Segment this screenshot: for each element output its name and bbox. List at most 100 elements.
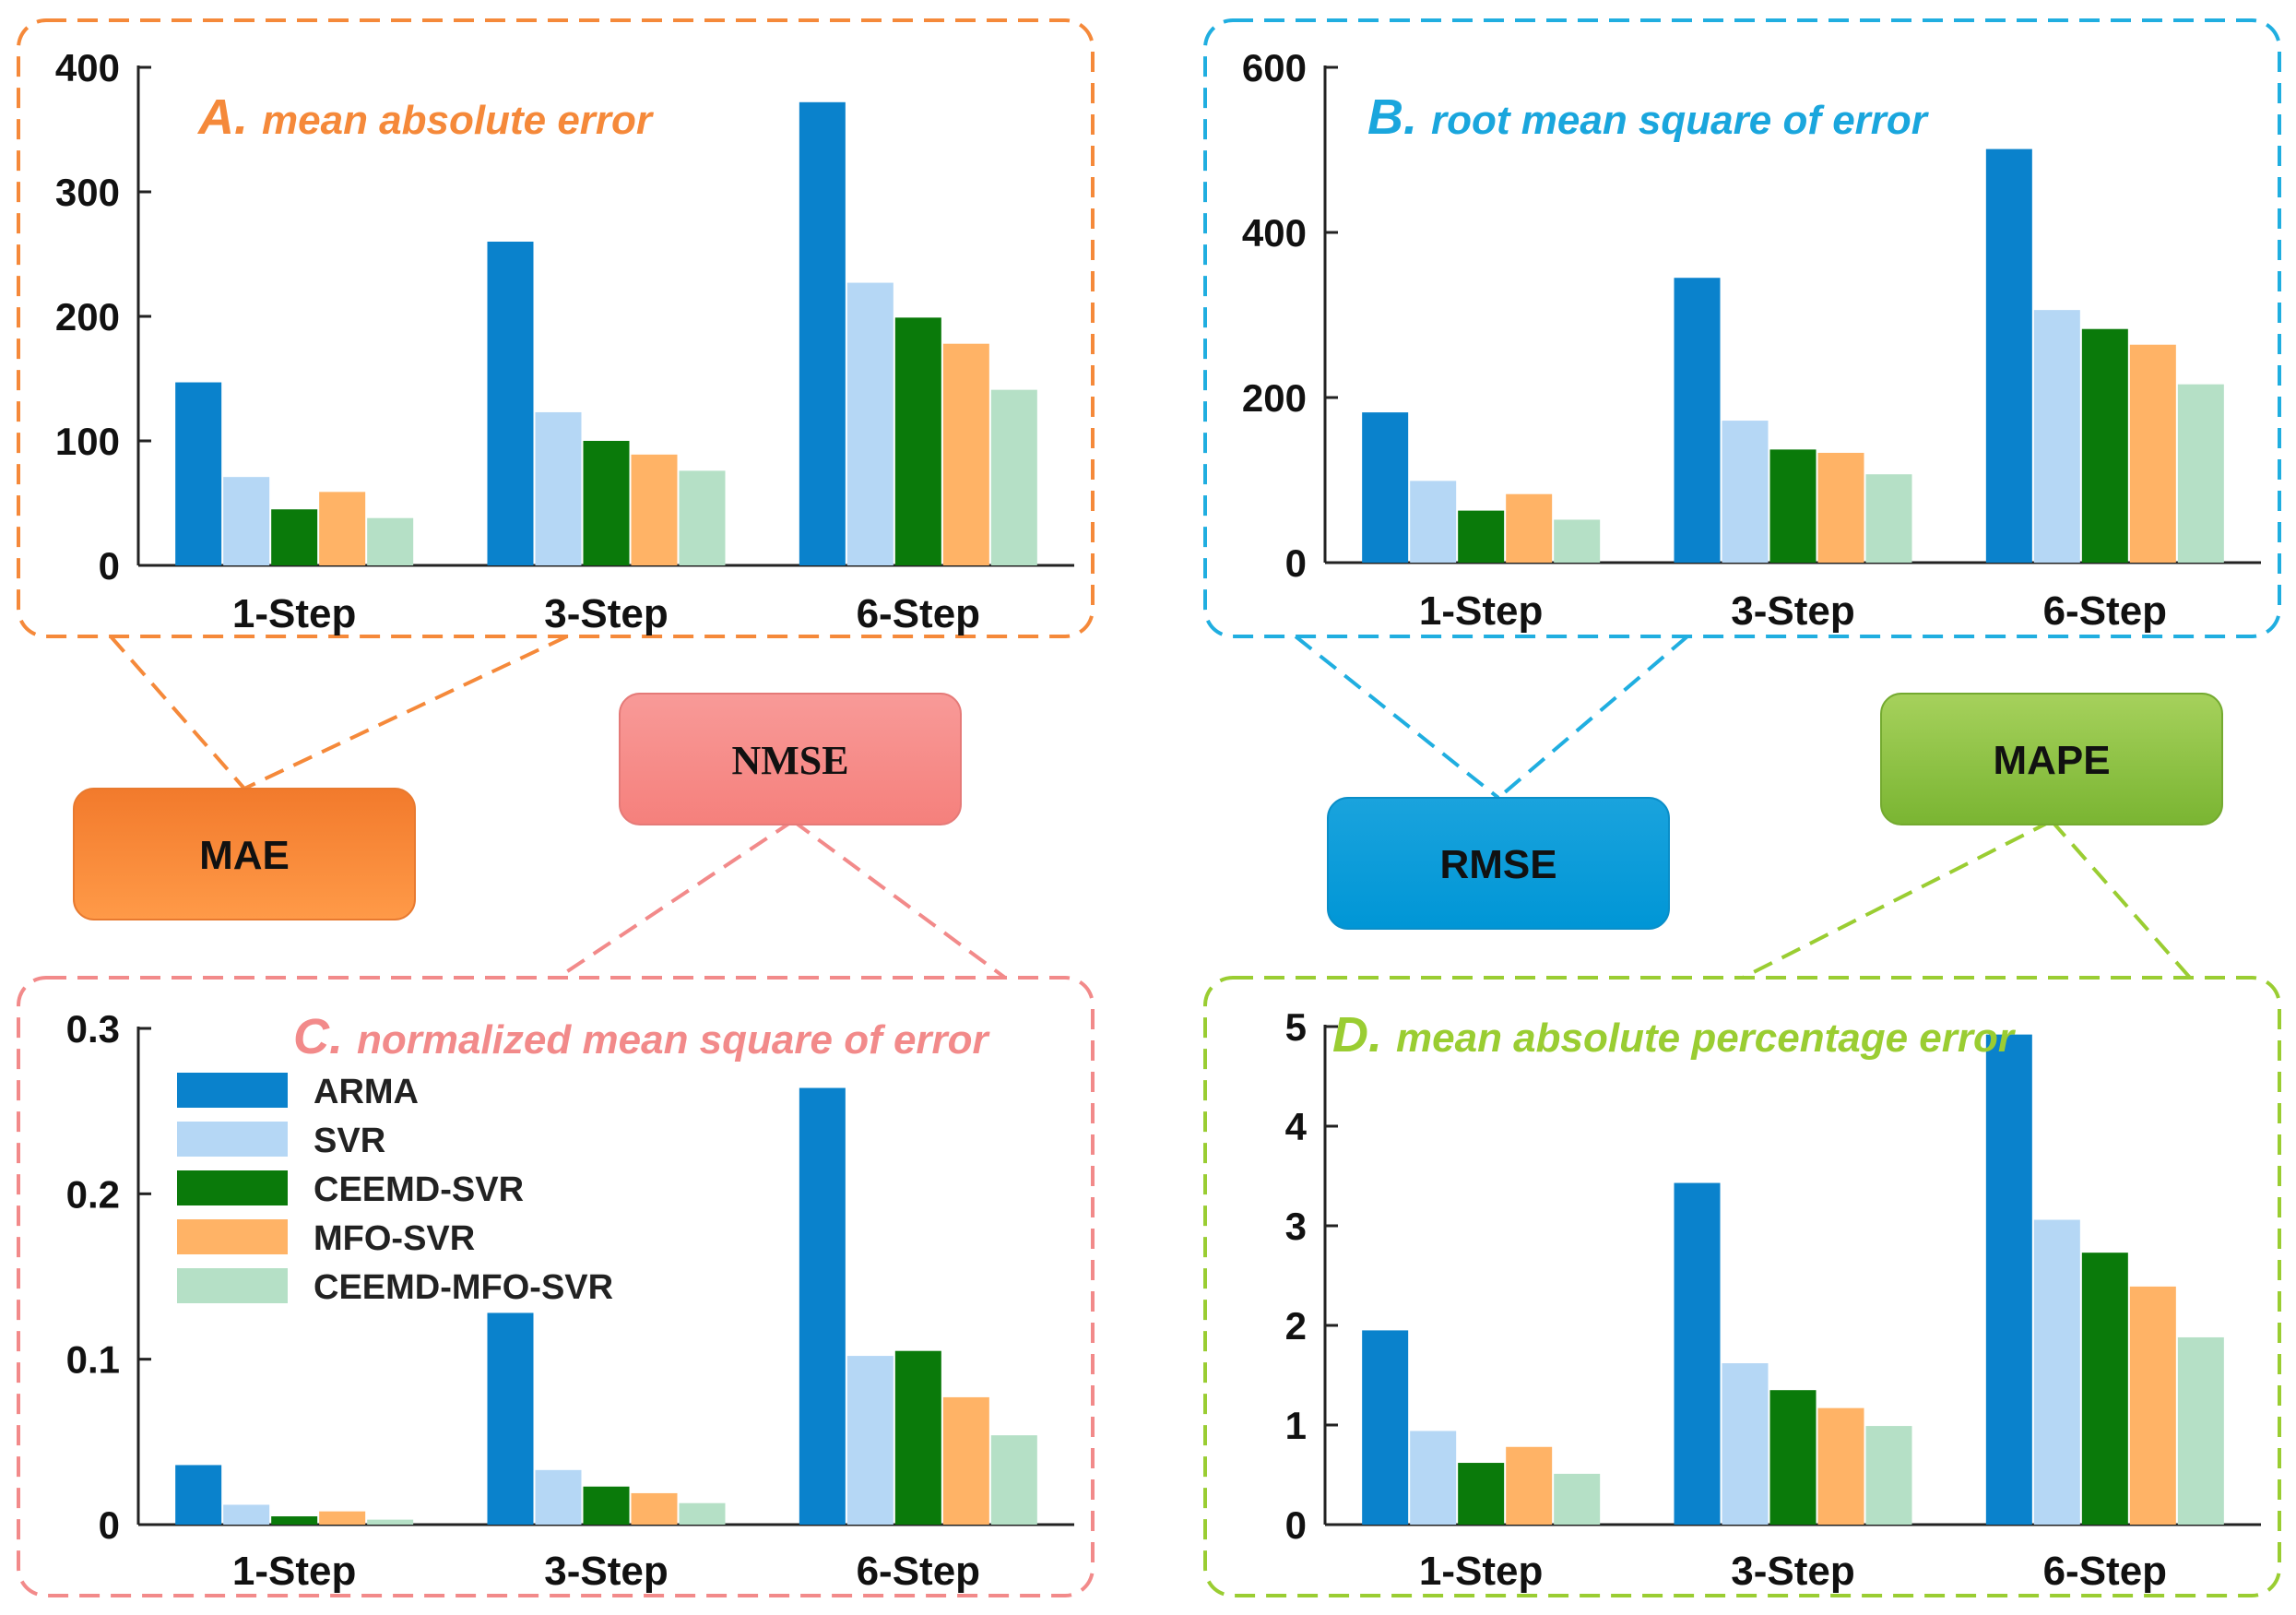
bar-svr-3-step: [1722, 1363, 1769, 1525]
bar-mfo-svr-3-step: [1817, 452, 1864, 563]
x-tick-label: 6-Step: [2043, 588, 2167, 634]
bar-svr-3-step: [535, 1469, 582, 1525]
bar-arma-1-step: [175, 1465, 222, 1525]
chart-panel-d: 0 1 2 3 4 5 1-Step 3-Step 6-Step D. mean absolute…: [1285, 1005, 2261, 1594]
y-tick-label: 0: [99, 544, 120, 588]
panel-b-border: [1203, 18, 2281, 638]
chart-title-text: mean absolute error: [262, 98, 655, 143]
connector-nmse-right: [791, 819, 1007, 980]
bar-ceemd-svr-6-step: [2081, 328, 2128, 563]
y-tick-label: 4: [1285, 1105, 1308, 1148]
y-tick-label: 0.1: [66, 1338, 120, 1382]
bar-ceemd-svr-6-step: [894, 1350, 941, 1525]
x-tick-label: 1-Step: [232, 1549, 356, 1594]
bar-svr-3-step: [535, 411, 582, 565]
bar-ceemd-mfo-svr-3-step: [1865, 474, 1912, 563]
bar-ceemd-mfo-svr-6-step: [990, 1435, 1037, 1525]
chart-title-text: mean absolute percentage error: [1396, 1015, 2017, 1061]
bar-ceemd-mfo-svr-6-step: [990, 389, 1037, 565]
bar-svr-6-step: [846, 282, 894, 565]
chart-panel-a: 0 100 200 300 400 1-Step 3-Step 6-Step A. mean a…: [55, 46, 1074, 636]
chart-title-text: root mean square of error: [1431, 98, 1930, 143]
legend-swatch: [177, 1268, 288, 1303]
y-tick-label: 300: [55, 171, 120, 214]
legend-label: CEEMD-SVR: [314, 1170, 524, 1209]
chart-title: A. mean absolute error: [196, 89, 655, 145]
chart-title: C. normalized mean square of error: [293, 1009, 991, 1064]
bar-ceemd-mfo-svr-1-step: [367, 517, 414, 565]
bar-ceemd-mfo-svr-1-step: [367, 1519, 414, 1525]
bar-svr-1-step: [223, 477, 270, 565]
panel-c-border: [17, 976, 1095, 1597]
bar-ceemd-mfo-svr-6-step: [2177, 384, 2224, 563]
metric-label-mae: MAE: [199, 833, 290, 878]
legend: ARMA SVR CEEMD-SVR MFO-SVR CEEMD-MFO-SVR: [177, 1073, 613, 1307]
bar-mfo-svr-6-step: [2129, 1286, 2176, 1525]
chart-title-letter: D.: [1332, 1007, 1396, 1063]
bar-ceemd-svr-3-step: [583, 441, 630, 565]
bar-arma-6-step: [799, 101, 846, 566]
legend-label: MFO-SVR: [314, 1219, 475, 1258]
x-tick-label: 1-Step: [232, 591, 356, 636]
legend-label: SVR: [314, 1122, 385, 1160]
panel-a-border: [17, 18, 1095, 638]
y-tick-label: 0: [1285, 541, 1307, 585]
connector-lines: [109, 635, 2192, 980]
chart-title-letter: C.: [293, 1009, 357, 1064]
chart-title-letter: A.: [196, 89, 262, 145]
y-tick-label: 0: [1285, 1503, 1307, 1547]
y-tick-label: 1: [1285, 1404, 1307, 1447]
bar-svr-6-step: [846, 1356, 894, 1525]
chart-title: D. mean absolute percentage error: [1332, 1007, 2017, 1063]
bar-ceemd-svr-6-step: [894, 317, 941, 565]
bar-ceemd-svr-6-step: [2081, 1253, 2128, 1525]
bar-svr-6-step: [2033, 1219, 2080, 1525]
legend-swatch: [177, 1073, 288, 1108]
y-tick-label: 0.2: [66, 1172, 120, 1216]
x-tick-label: 3-Step: [1731, 1549, 1854, 1594]
bar-svr-1-step: [223, 1504, 270, 1525]
bar-arma-3-step: [1674, 1182, 1721, 1525]
bar-mfo-svr-3-step: [631, 1492, 678, 1525]
metric-box-nmse: NMSE: [619, 693, 962, 825]
x-tick-label: 6-Step: [857, 591, 980, 636]
legend-swatch: [177, 1170, 288, 1205]
bar-svr-1-step: [1410, 1431, 1457, 1525]
bar-ceemd-svr-3-step: [1769, 1390, 1817, 1525]
y-tick-label: 2: [1285, 1304, 1307, 1348]
bar-svr-3-step: [1722, 421, 1769, 563]
bar-mfo-svr-6-step: [2129, 344, 2176, 563]
y-tick-label: 0.3: [66, 1007, 120, 1051]
chart-title: B. root mean square of error: [1367, 89, 1930, 145]
metric-label-nmse: NMSE: [731, 738, 848, 783]
bar-mfo-svr-6-step: [942, 1396, 989, 1525]
x-tick-label: 1-Step: [1419, 1549, 1543, 1594]
x-tick-label: 6-Step: [857, 1549, 980, 1594]
connector-mape-left: [1742, 819, 2053, 980]
legend-label: ARMA: [314, 1073, 419, 1111]
legend-label: CEEMD-MFO-SVR: [314, 1268, 613, 1307]
legend-swatch: [177, 1122, 288, 1157]
y-tick-label: 100: [55, 420, 120, 463]
chart-title-letter: B.: [1367, 89, 1431, 145]
bar-svr-6-step: [2033, 310, 2080, 563]
chart-title-text: normalized mean square of error: [357, 1017, 991, 1063]
bar-arma-6-step: [799, 1087, 846, 1525]
bar-ceemd-mfo-svr-1-step: [1554, 1473, 1601, 1525]
bar-arma-1-step: [175, 382, 222, 565]
metric-box-mape: MAPE: [1880, 693, 2223, 825]
metric-label-rmse: RMSE: [1439, 842, 1556, 887]
x-tick-label: 3-Step: [544, 1549, 668, 1594]
y-tick-label: 400: [55, 46, 120, 89]
panel-d-border: [1203, 976, 2281, 1597]
x-tick-label: 3-Step: [1731, 588, 1854, 634]
connector-mae-left: [109, 635, 246, 790]
x-tick-label: 1-Step: [1419, 588, 1543, 634]
bar-arma-1-step: [1362, 412, 1409, 563]
bar-ceemd-mfo-svr-6-step: [2177, 1336, 2224, 1525]
bar-mfo-svr-1-step: [319, 492, 366, 565]
y-tick-label: 200: [55, 295, 120, 338]
chart-panel-b: 0 200 400 600 1-Step 3-Step 6-Step B. root mean…: [1242, 46, 2261, 634]
y-tick-label: 5: [1285, 1005, 1307, 1049]
bar-mfo-svr-1-step: [1506, 493, 1553, 563]
